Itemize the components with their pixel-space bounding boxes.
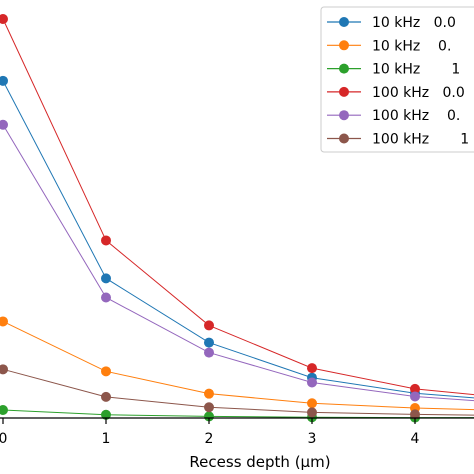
data-point-1-3 <box>307 398 317 409</box>
series-1 <box>0 316 474 414</box>
data-point-2-2 <box>204 411 214 422</box>
data-point-5-0 <box>0 364 8 375</box>
x-tick-label-0: 0 <box>0 431 7 447</box>
plot-area <box>0 14 474 423</box>
data-point-3-0 <box>0 14 8 24</box>
series-line-3 <box>2 18 474 396</box>
series-line-4 <box>2 124 474 402</box>
legend-marker-1 <box>339 40 349 51</box>
legend-marker-5 <box>339 133 349 144</box>
x-tick-label-4: 4 <box>411 431 420 447</box>
series-5 <box>0 364 474 420</box>
legend-label-0: 10 kHz 0.0 <box>372 15 456 31</box>
data-point-4-2 <box>204 347 214 358</box>
legend-marker-4 <box>339 110 349 121</box>
legend-marker-3 <box>339 86 349 97</box>
data-point-3-2 <box>204 320 214 331</box>
data-point-0-0 <box>0 75 8 86</box>
x-tick-label-1: 1 <box>102 431 111 447</box>
legend-label-1: 10 kHz 0. <box>372 38 451 54</box>
legend-label-3: 100 kHz 0.0 <box>372 85 465 101</box>
series-line-0 <box>2 80 474 399</box>
data-point-4-1 <box>101 292 111 303</box>
legend-marker-0 <box>339 17 349 27</box>
data-point-4-4 <box>410 391 420 402</box>
data-point-5-3 <box>307 407 317 418</box>
data-point-3-3 <box>307 363 317 374</box>
data-point-2-1 <box>101 409 111 420</box>
legend-label-2: 10 kHz 1 <box>372 62 460 78</box>
data-point-0-2 <box>204 337 214 348</box>
x-axis-label: Recess depth (µm) <box>189 453 330 471</box>
data-point-4-0 <box>0 119 8 130</box>
series-line-5 <box>2 368 474 416</box>
legend: 10 kHz 0.0 10 kHz 0. 10 kHz 1 100 kHz 0.0 10… <box>320 6 474 153</box>
data-point-5-1 <box>101 391 111 402</box>
series-line-1 <box>2 320 474 411</box>
data-point-1-1 <box>101 366 111 377</box>
legend-marker-2 <box>339 63 349 74</box>
data-point-1-0 <box>0 316 8 327</box>
data-point-5-2 <box>204 402 214 413</box>
x-tick-label-3: 3 <box>308 431 317 447</box>
data-point-0-1 <box>101 273 111 284</box>
x-tick-label-2: 2 <box>205 431 214 447</box>
data-point-3-4 <box>410 383 420 394</box>
data-point-4-3 <box>307 377 317 388</box>
data-point-1-2 <box>204 388 214 399</box>
x-axis-ticks: 0 1 2 3 4 <box>0 418 420 447</box>
series-4 <box>0 119 474 402</box>
legend-label-4: 100 kHz 0. <box>372 108 460 124</box>
series-3 <box>0 14 474 396</box>
data-point-2-0 <box>0 405 8 416</box>
data-point-5-4 <box>410 409 420 420</box>
legend-label-5: 100 kHz 1 <box>372 132 469 148</box>
data-point-3-1 <box>101 235 111 246</box>
